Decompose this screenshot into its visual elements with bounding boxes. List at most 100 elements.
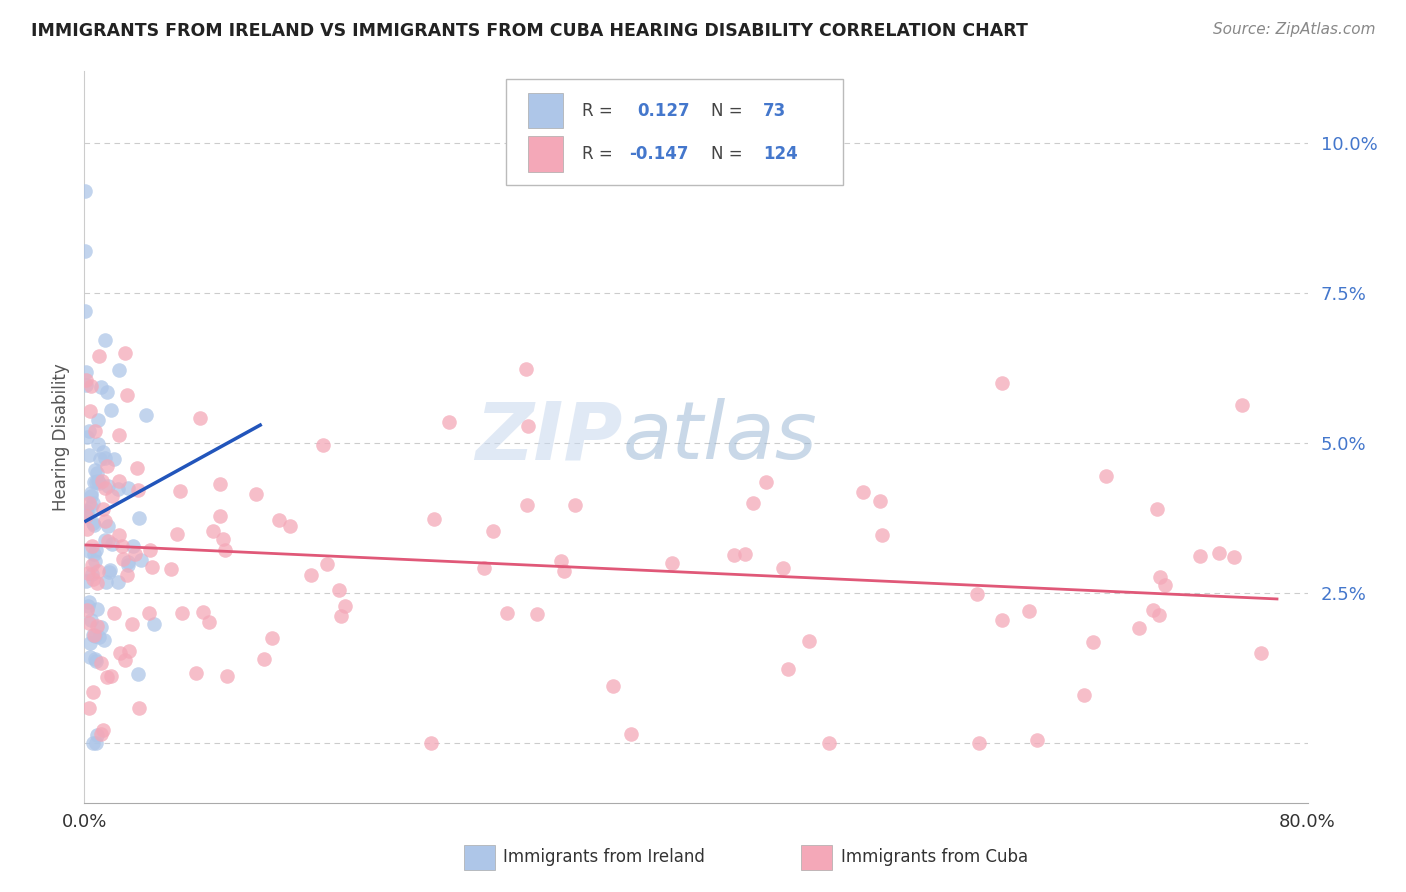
Point bbox=[98, 563, 121, 577]
Point bbox=[723, 548, 745, 562]
Point bbox=[82, 495, 104, 509]
Point bbox=[84, 654, 107, 668]
Point bbox=[90, 656, 112, 670]
Point bbox=[517, 418, 540, 433]
Point bbox=[84, 475, 107, 489]
Point bbox=[75, 373, 97, 387]
Point bbox=[76, 505, 98, 519]
Point bbox=[86, 576, 108, 591]
Point bbox=[94, 514, 117, 528]
Point bbox=[253, 652, 276, 666]
Point bbox=[107, 428, 129, 442]
Point bbox=[103, 606, 125, 620]
Point bbox=[84, 542, 107, 557]
Point bbox=[1223, 549, 1246, 564]
Point bbox=[87, 564, 110, 578]
Point bbox=[526, 607, 548, 621]
Point bbox=[564, 498, 586, 512]
Point bbox=[107, 574, 129, 589]
Point bbox=[77, 594, 100, 608]
Point bbox=[108, 646, 131, 660]
Point bbox=[1230, 398, 1253, 412]
Point bbox=[108, 475, 131, 489]
Point bbox=[86, 728, 108, 742]
Point bbox=[94, 451, 117, 466]
Point bbox=[75, 509, 97, 524]
Point bbox=[1250, 646, 1272, 660]
Point bbox=[84, 424, 107, 438]
Point bbox=[87, 630, 110, 644]
Point bbox=[114, 653, 136, 667]
Point bbox=[91, 501, 114, 516]
Point bbox=[214, 543, 236, 558]
Point bbox=[96, 459, 118, 474]
Point bbox=[269, 513, 291, 527]
Point bbox=[172, 606, 194, 620]
Point bbox=[80, 486, 103, 500]
Point bbox=[79, 650, 101, 665]
Point bbox=[496, 606, 519, 620]
Point bbox=[82, 572, 104, 586]
Point bbox=[91, 474, 114, 488]
Point bbox=[97, 519, 120, 533]
Point bbox=[87, 436, 110, 450]
Point bbox=[817, 736, 839, 750]
Point bbox=[776, 662, 799, 676]
Text: R =: R = bbox=[582, 102, 613, 120]
Point bbox=[100, 402, 122, 417]
Point bbox=[101, 489, 124, 503]
Text: Immigrants from Cuba: Immigrants from Cuba bbox=[841, 848, 1028, 866]
Point bbox=[482, 524, 505, 538]
Point bbox=[755, 475, 778, 489]
Text: R =: R = bbox=[582, 145, 613, 163]
Point bbox=[75, 304, 97, 318]
Point bbox=[87, 474, 110, 488]
FancyBboxPatch shape bbox=[529, 94, 562, 128]
Point bbox=[138, 543, 160, 558]
Point bbox=[96, 574, 118, 589]
Point bbox=[84, 736, 107, 750]
Point bbox=[100, 669, 122, 683]
Text: -0.147: -0.147 bbox=[628, 145, 688, 163]
Point bbox=[166, 526, 188, 541]
Point bbox=[966, 587, 988, 601]
Point bbox=[76, 603, 98, 617]
Point bbox=[83, 547, 105, 561]
Point bbox=[112, 552, 135, 566]
Point bbox=[79, 489, 101, 503]
Point bbox=[98, 566, 121, 580]
Point bbox=[193, 605, 215, 619]
Point bbox=[75, 184, 97, 198]
Point bbox=[117, 558, 139, 572]
Point bbox=[316, 557, 339, 571]
Point bbox=[75, 365, 97, 379]
Point bbox=[97, 533, 120, 548]
Point bbox=[772, 561, 794, 575]
FancyBboxPatch shape bbox=[529, 136, 562, 171]
Point bbox=[79, 403, 101, 417]
Point bbox=[82, 516, 104, 530]
Point bbox=[86, 619, 108, 633]
Point bbox=[77, 615, 100, 630]
Point bbox=[620, 727, 643, 741]
Point bbox=[135, 409, 157, 423]
Point bbox=[117, 555, 139, 569]
Point bbox=[516, 498, 538, 512]
Text: N =: N = bbox=[710, 102, 742, 120]
Point bbox=[93, 633, 115, 648]
Point bbox=[77, 566, 100, 580]
Point bbox=[217, 669, 239, 683]
Point bbox=[86, 466, 108, 480]
Point bbox=[79, 636, 101, 650]
Point bbox=[84, 629, 107, 643]
Point bbox=[125, 461, 148, 475]
Point bbox=[328, 582, 350, 597]
Point bbox=[128, 700, 150, 714]
Point bbox=[550, 554, 572, 568]
Point bbox=[77, 424, 100, 438]
Point bbox=[75, 574, 97, 589]
Point bbox=[96, 385, 118, 400]
Point bbox=[90, 620, 112, 634]
Point bbox=[333, 599, 356, 613]
Text: Source: ZipAtlas.com: Source: ZipAtlas.com bbox=[1212, 22, 1375, 37]
